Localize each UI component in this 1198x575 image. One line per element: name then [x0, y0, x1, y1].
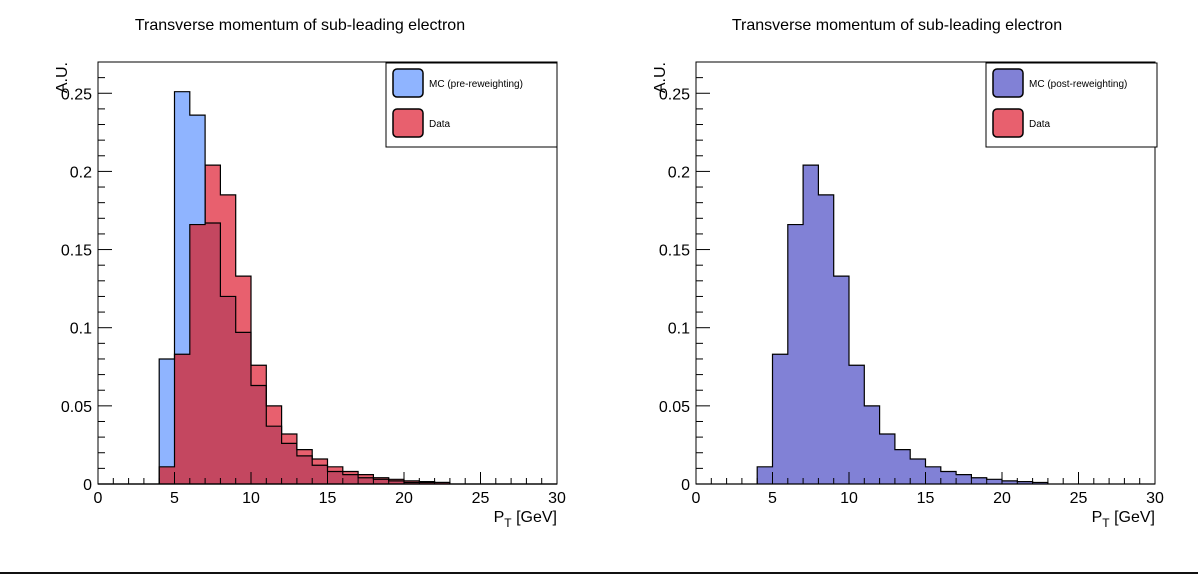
legend-swatch [992, 68, 1024, 98]
y-tick-label: 0.15 [61, 243, 92, 260]
x-tick-label: 30 [1146, 490, 1164, 507]
histogram-overlap-fill [98, 222, 557, 485]
legend: MC (pre-reweighting) Data [385, 62, 558, 148]
chart-title: Transverse momentum of sub-leading elect… [732, 17, 1062, 34]
y-tick-label: 0.2 [70, 164, 92, 181]
y-tick-label: 0.2 [668, 164, 690, 181]
y-axis-label: A.U. [652, 62, 669, 93]
y-tick-label: 0.1 [70, 321, 92, 338]
x-tick-label: 5 [768, 490, 777, 507]
x-tick-label: 10 [840, 490, 858, 507]
y-tick-label: 0.15 [659, 243, 690, 260]
y-tick-label: 0.1 [668, 321, 690, 338]
chart-panel-2: Transverse momentum of sub-leading elect… [652, 17, 1164, 530]
y-tick-label: 0.25 [659, 86, 690, 103]
x-axis-label-unit: [GeV] [512, 509, 557, 526]
x-tick-label: 20 [993, 490, 1011, 507]
x-tick-label: 0 [692, 490, 701, 507]
bottom-border [0, 572, 1198, 574]
histogram-mc-post [696, 164, 1155, 485]
legend: MC (post-reweighting) Data [985, 62, 1158, 148]
x-tick-label: 15 [917, 490, 935, 507]
x-tick-label: 0 [94, 490, 103, 507]
y-tick-label: 0 [681, 477, 690, 494]
y-tick-label: 0.25 [61, 86, 92, 103]
x-axis-label: PT [GeV] [1092, 509, 1155, 530]
legend-label: Data [1029, 119, 1051, 130]
legend-label: MC (pre-reweighting) [429, 79, 523, 90]
x-axis-label-main: P [494, 509, 505, 526]
x-tick-label: 25 [1070, 490, 1088, 507]
x-axis-label-subscript: T [1102, 516, 1110, 530]
x-axis-label: PT [GeV] [494, 509, 557, 530]
y-tick-label: 0.05 [61, 399, 92, 416]
x-axis-label-main: P [1092, 509, 1103, 526]
x-axis-label-unit: [GeV] [1110, 509, 1155, 526]
x-tick-label: 30 [548, 490, 566, 507]
x-tick-label: 10 [242, 490, 260, 507]
legend-swatch [392, 108, 424, 138]
histogram-mc-pre-fill [98, 91, 557, 485]
x-tick-label: 20 [395, 490, 413, 507]
x-tick-label: 5 [170, 490, 179, 507]
legend-label: Data [429, 119, 451, 130]
x-tick-label: 25 [472, 490, 490, 507]
y-axis-label: A.U. [54, 62, 71, 93]
legend-swatch [392, 68, 424, 98]
chart-panel-1: Transverse momentum of sub-leading elect… [54, 17, 566, 530]
legend-label: MC (post-reweighting) [1029, 79, 1127, 90]
chart-title: Transverse momentum of sub-leading elect… [135, 17, 465, 34]
legend-swatch [992, 108, 1024, 138]
x-axis-label-subscript: T [504, 516, 512, 530]
y-tick-label: 0.05 [659, 399, 690, 416]
y-tick-label: 0 [83, 477, 92, 494]
x-tick-label: 15 [319, 490, 337, 507]
